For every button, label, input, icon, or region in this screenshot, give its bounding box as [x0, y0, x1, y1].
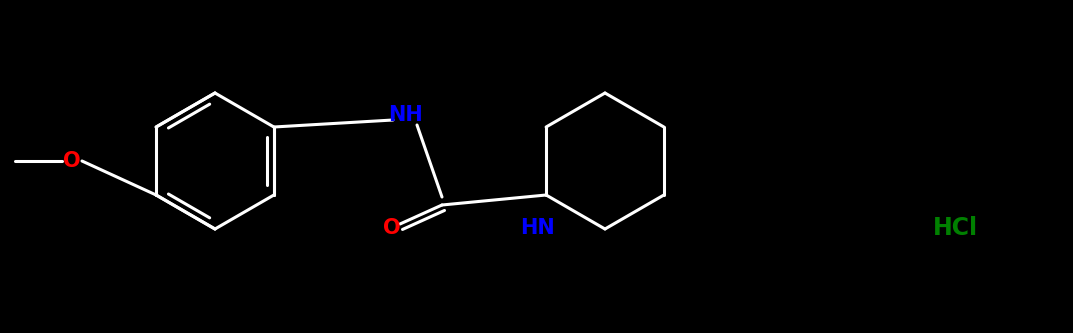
Text: HCl: HCl [932, 216, 978, 240]
Text: O: O [383, 218, 401, 238]
Text: HN: HN [520, 218, 556, 238]
Text: NH: NH [387, 105, 423, 125]
Text: O: O [63, 151, 80, 171]
